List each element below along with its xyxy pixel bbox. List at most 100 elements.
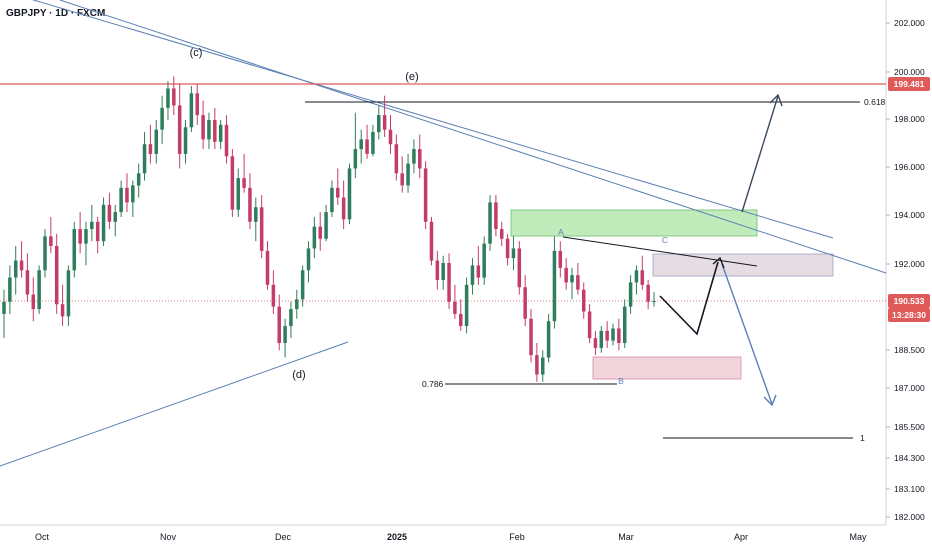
candle-body bbox=[435, 260, 440, 280]
candle bbox=[236, 168, 240, 217]
bearish-arrowhead bbox=[763, 394, 777, 407]
abc-label-b: B bbox=[618, 376, 624, 386]
wave-label-c: (c) bbox=[190, 47, 203, 59]
wave-label-d: (d) bbox=[292, 369, 305, 381]
price-badge: 199.481 bbox=[888, 77, 930, 91]
candle bbox=[377, 105, 381, 140]
candle bbox=[341, 180, 346, 230]
candle bbox=[423, 161, 428, 230]
price-badge-bg bbox=[888, 77, 930, 91]
candle bbox=[183, 119, 188, 164]
candle bbox=[429, 216, 434, 266]
candle bbox=[201, 100, 205, 150]
candle-body bbox=[388, 129, 393, 145]
candle bbox=[347, 163, 352, 225]
candle bbox=[318, 212, 322, 251]
abc-label-a: A bbox=[558, 227, 564, 237]
candle-body bbox=[295, 299, 299, 310]
candle bbox=[172, 76, 176, 116]
candle-body bbox=[213, 119, 217, 142]
candle bbox=[154, 119, 159, 164]
candle bbox=[371, 124, 375, 157]
candle-body bbox=[611, 328, 615, 341]
candle-body bbox=[488, 202, 492, 244]
candle-body bbox=[201, 115, 205, 140]
candle-body bbox=[136, 173, 141, 186]
candle-body bbox=[336, 187, 340, 198]
candle bbox=[101, 197, 106, 247]
candle-body bbox=[113, 212, 118, 222]
candle bbox=[646, 279, 650, 310]
candle bbox=[72, 221, 77, 278]
price-badge-bg bbox=[888, 308, 930, 322]
candle-body bbox=[72, 229, 77, 271]
candle bbox=[517, 241, 522, 295]
candle bbox=[265, 241, 270, 290]
candle-body bbox=[142, 144, 147, 174]
price-badge: 190.533 bbox=[888, 294, 930, 308]
candle-body bbox=[177, 105, 182, 154]
candle-body bbox=[19, 260, 24, 271]
candle bbox=[470, 258, 475, 295]
candle-body bbox=[476, 265, 481, 278]
price-badge-label: 199.481 bbox=[894, 79, 925, 89]
candle-body bbox=[25, 270, 30, 295]
candle bbox=[271, 270, 276, 314]
wave-label-e: (e) bbox=[405, 71, 418, 83]
lower-trendline bbox=[0, 341, 349, 467]
candle-body bbox=[347, 168, 352, 220]
candle-body bbox=[95, 221, 100, 242]
candle bbox=[529, 309, 533, 363]
candle-body bbox=[558, 250, 563, 268]
candle-body bbox=[166, 88, 170, 108]
fib-label-0786: 0.786 bbox=[422, 379, 444, 389]
candle-body bbox=[535, 355, 539, 375]
candle-body bbox=[529, 318, 533, 356]
candle bbox=[570, 267, 574, 300]
candle-body bbox=[43, 236, 47, 271]
candle-body bbox=[412, 149, 416, 164]
price-tick-label: 182.000 bbox=[894, 512, 925, 522]
resistance-zone bbox=[652, 253, 834, 277]
candle bbox=[84, 221, 88, 266]
candle bbox=[19, 241, 24, 278]
projection-arrowhead bbox=[712, 256, 725, 269]
candle bbox=[505, 233, 510, 266]
candle bbox=[213, 107, 217, 150]
candle bbox=[576, 263, 580, 295]
candle bbox=[593, 330, 598, 356]
candle-body bbox=[148, 144, 153, 154]
candle-body bbox=[499, 229, 504, 239]
candle bbox=[60, 284, 65, 327]
candle bbox=[148, 124, 153, 164]
candle bbox=[435, 250, 440, 290]
candle-body bbox=[248, 187, 252, 222]
candle-body bbox=[564, 267, 568, 283]
candle-body bbox=[37, 270, 41, 310]
candle-body bbox=[160, 107, 164, 130]
candle bbox=[330, 180, 334, 217]
candle bbox=[224, 115, 229, 164]
candle-body bbox=[593, 338, 598, 348]
candle-body bbox=[84, 229, 88, 244]
candle bbox=[535, 343, 539, 382]
candle bbox=[622, 299, 627, 348]
candle bbox=[382, 95, 387, 137]
candle-body bbox=[318, 226, 322, 239]
candle-body bbox=[599, 330, 604, 348]
candle-body bbox=[195, 93, 199, 116]
candle bbox=[394, 134, 399, 181]
price-badge-label: 13:28:30 bbox=[892, 310, 926, 320]
price-tick-label: 184.300 bbox=[894, 453, 925, 463]
candle-body bbox=[341, 197, 346, 220]
candle bbox=[511, 236, 516, 271]
candle bbox=[459, 299, 463, 331]
candle-body bbox=[494, 202, 498, 230]
candle bbox=[388, 115, 393, 154]
candle-body bbox=[394, 144, 399, 174]
candle-body bbox=[54, 246, 59, 305]
candle-body bbox=[400, 173, 404, 186]
candle-body bbox=[154, 129, 159, 154]
candle-body bbox=[230, 156, 235, 210]
